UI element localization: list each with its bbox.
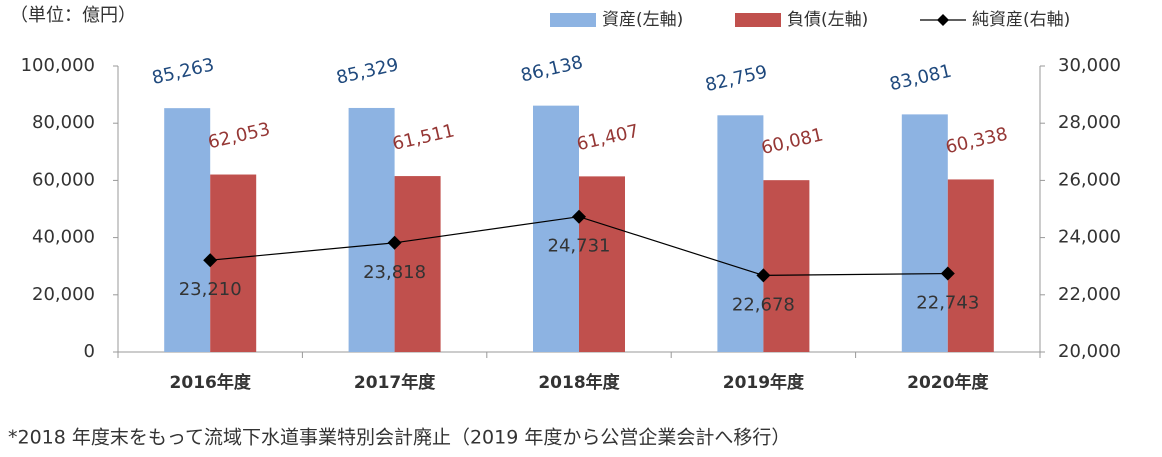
value-label: 60,338 [944,124,1010,159]
legend-label: 純資産(右軸) [972,10,1070,30]
value-label: 22,743 [916,293,979,314]
y-tick-label: 80,000 [32,112,95,133]
y-tick-label: 0 [84,341,95,362]
bar [164,108,211,352]
value-label: 61,511 [390,120,456,155]
value-label: 85,263 [150,54,216,89]
legend-label: 負債(左軸) [787,10,868,30]
marker [756,268,771,283]
bar [210,174,257,352]
bar [947,179,994,352]
unit-label: （単位：億円） [10,5,136,26]
marker [203,253,218,268]
legend-label: 資産(左軸) [602,10,683,30]
x-tick-label: 2017年度 [354,372,436,393]
value-label: 85,329 [334,54,400,89]
legend-swatch [735,13,781,27]
y2-tick-label: 22,000 [1058,284,1121,305]
y2-tick-label: 20,000 [1058,341,1121,362]
x-tick-label: 2018年度 [538,372,620,393]
value-label: 83,081 [888,61,954,96]
bar [901,114,948,353]
bar [579,176,625,352]
y2-tick-label: 28,000 [1058,112,1121,133]
bar [394,176,441,352]
y-tick-label: 40,000 [32,227,95,248]
bar [533,105,579,352]
value-label: 23,210 [179,279,242,300]
x-tick-label: 2020年度 [907,372,989,393]
value-label: 22,678 [732,294,795,315]
value-label: 82,759 [703,62,769,97]
value-label: 62,053 [206,119,272,154]
y2-tick-label: 26,000 [1058,169,1121,190]
footnote: *2018 年度末をもって流域下水道事業特別会計廃止（2019 年度から公営企業… [8,427,790,449]
y-tick-label: 100,000 [21,55,95,76]
legend-marker [937,14,949,26]
marker [387,235,402,250]
value-label: 61,407 [575,121,641,156]
value-label: 24,731 [548,236,611,257]
bar [763,180,810,352]
marker [940,266,955,281]
marker [572,209,586,224]
x-tick-label: 2016年度 [170,372,252,393]
value-label: 23,818 [363,262,426,283]
y-tick-label: 20,000 [32,284,95,305]
y2-tick-label: 30,000 [1058,55,1121,76]
x-tick-label: 2019年度 [723,372,805,393]
legend-swatch [550,13,596,27]
bar [717,115,764,352]
value-label: 86,138 [519,52,585,87]
y-tick-label: 60,000 [32,169,95,190]
bar [348,107,395,352]
y2-tick-label: 24,000 [1058,227,1121,248]
value-label: 60,081 [759,124,825,159]
